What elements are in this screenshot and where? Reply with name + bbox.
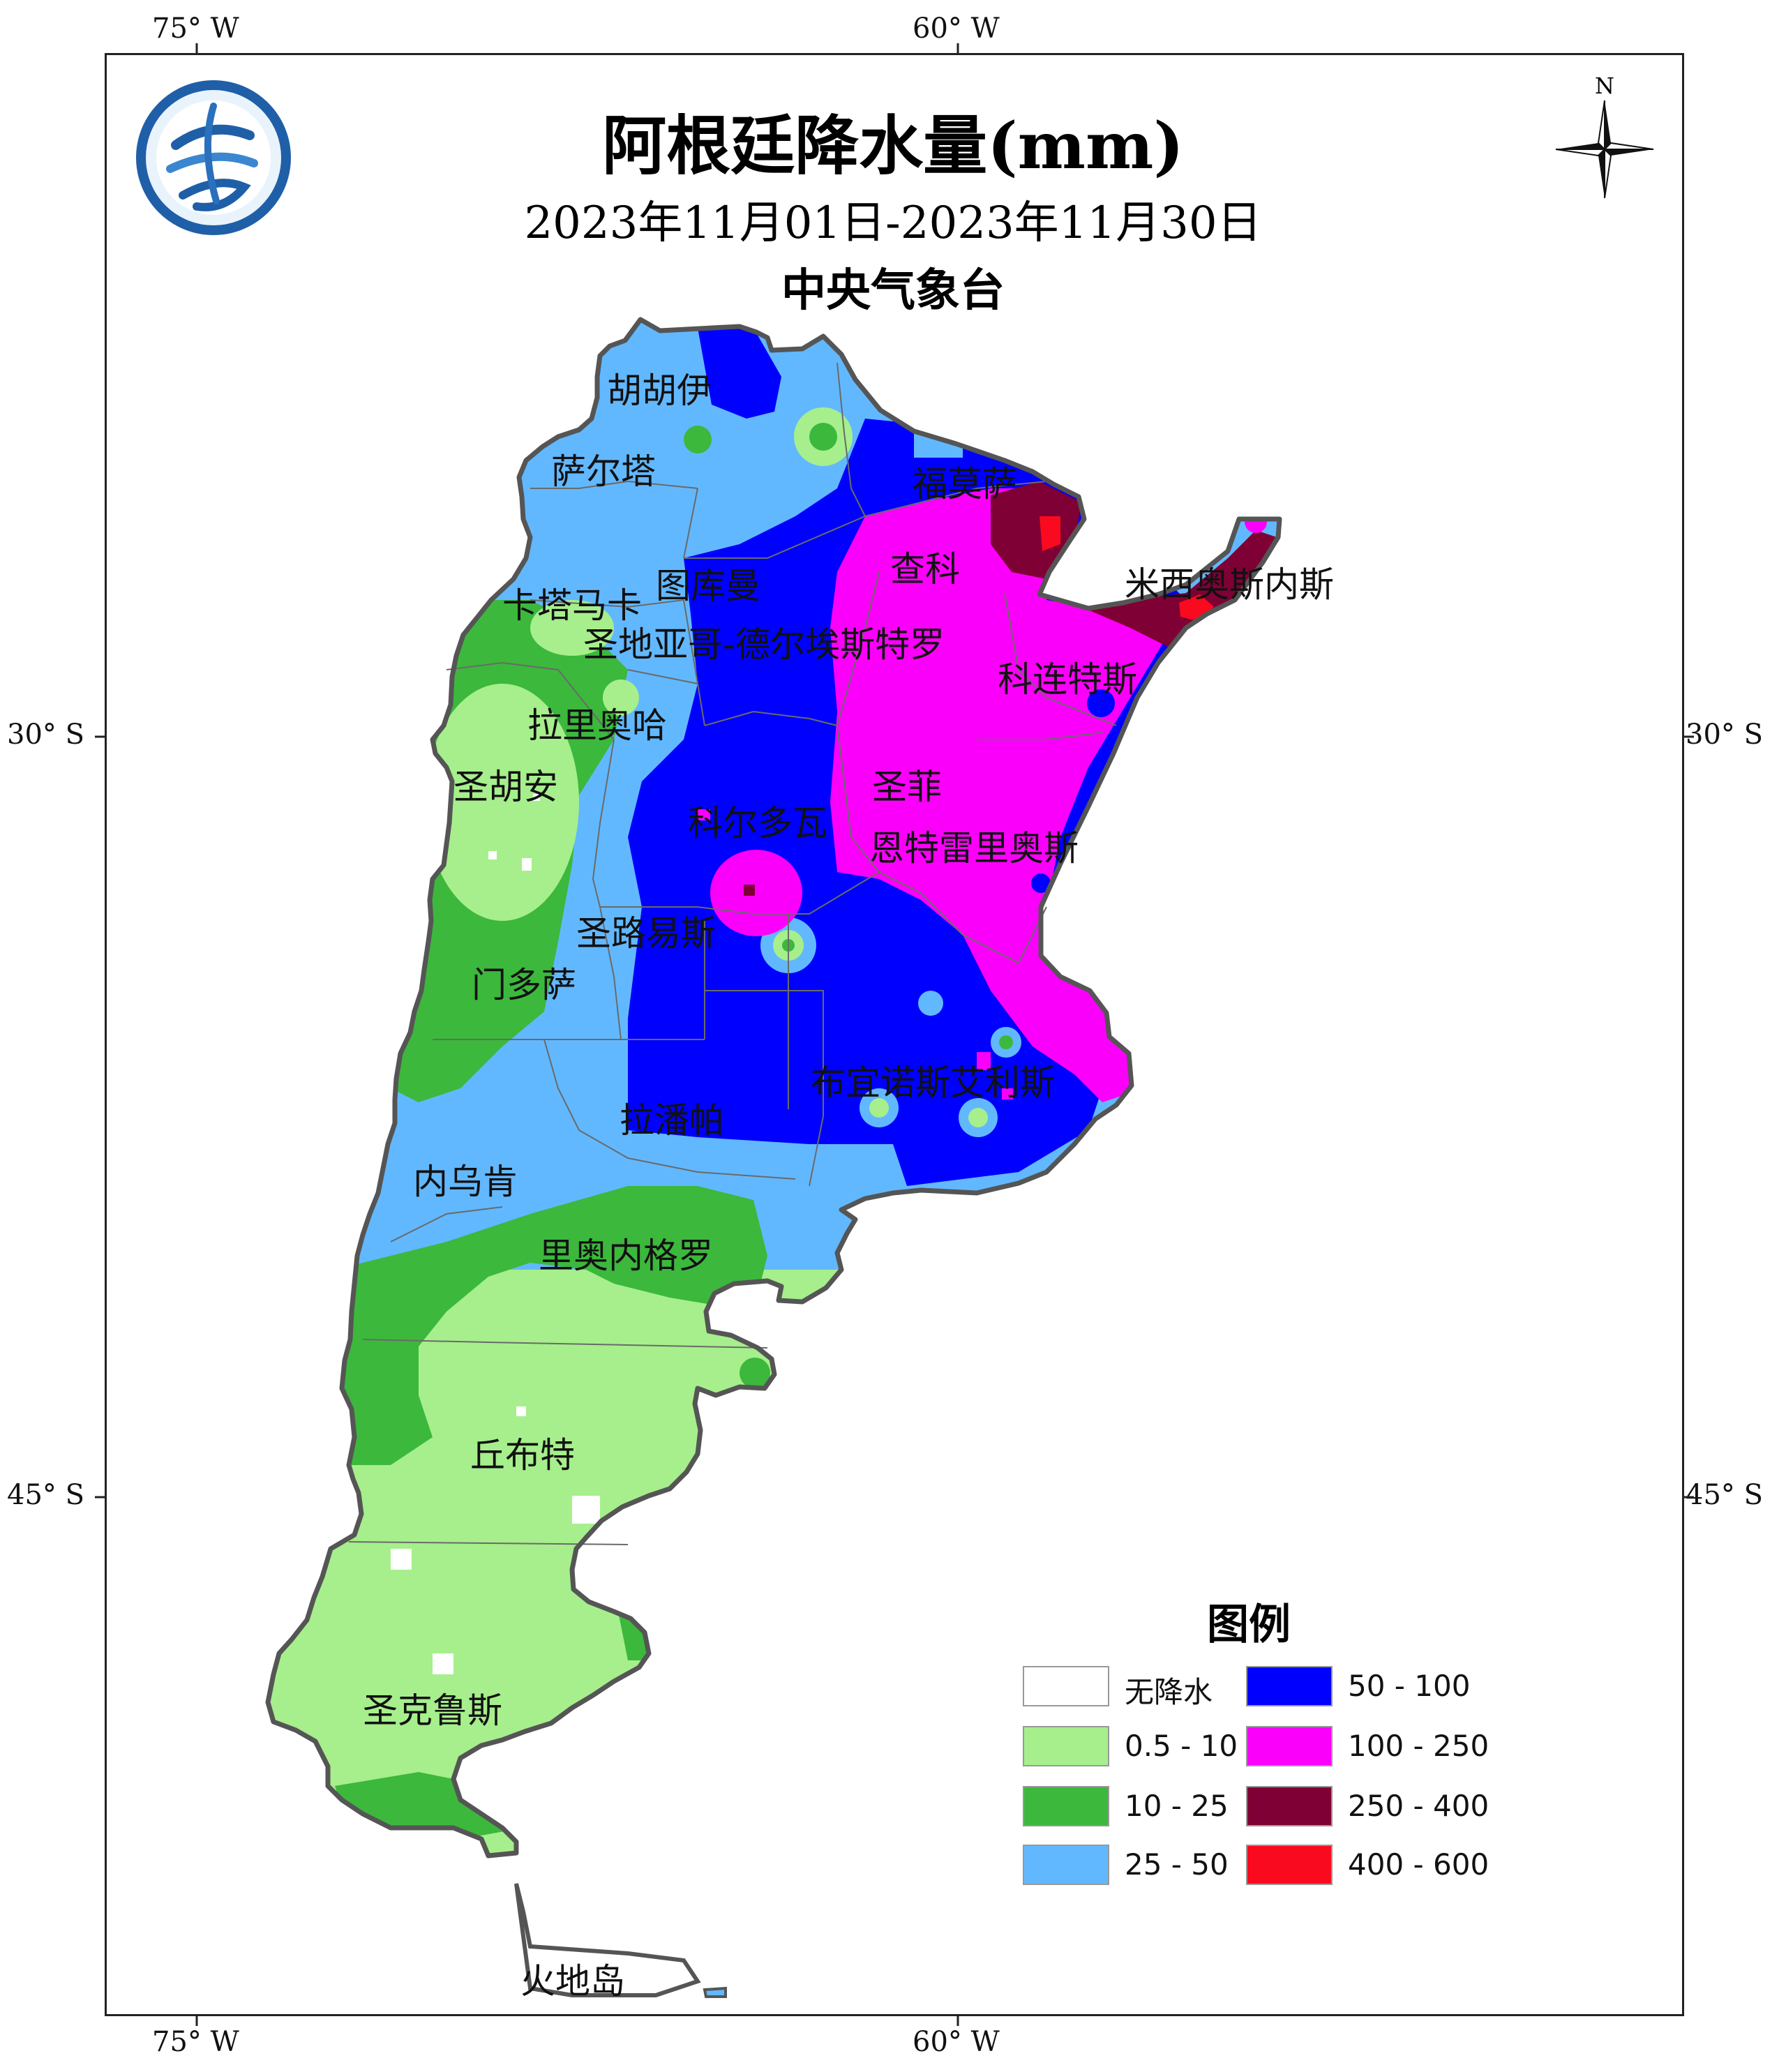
legend-label: 250 - 400 <box>1348 1789 1489 1823</box>
province-label: 圣地亚哥-德尔埃斯特罗 <box>583 624 945 665</box>
province-label: 恩特雷里奥斯 <box>869 828 1079 869</box>
province-label: 福莫萨 <box>913 464 1017 504</box>
legend-title: 图例 <box>1207 1600 1291 1649</box>
legend-label: 400 - 600 <box>1348 1847 1489 1882</box>
left-lat-label-45s: 45° S <box>7 1479 85 1511</box>
legend-swatch-no-rain <box>1023 1666 1109 1706</box>
province-label: 圣菲 <box>872 767 942 807</box>
legend-swatch-10-25 <box>1023 1786 1109 1826</box>
province-label: 科尔多瓦 <box>688 803 827 843</box>
agency-name: 中央气象台 <box>781 265 1005 317</box>
top-lon-label-60w: 60° W <box>913 13 1000 45</box>
cma-logo-icon <box>136 80 291 235</box>
province-label: 内乌肯 <box>413 1162 518 1202</box>
province-label: 布宜诺斯艾利斯 <box>811 1063 1055 1103</box>
province-label: 圣路易斯 <box>576 913 716 954</box>
province-label: 圣胡安 <box>453 767 558 807</box>
bottom-lon-label-60w: 60° W <box>913 2026 1000 2058</box>
north-arrow-icon <box>1555 100 1654 199</box>
legend-label: 10 - 25 <box>1125 1789 1229 1823</box>
province-label: 门多萨 <box>472 965 576 1005</box>
province-label: 科连特斯 <box>998 659 1137 700</box>
legend-label: 100 - 250 <box>1348 1729 1489 1763</box>
date-range: 2023年11月01日-2023年11月30日 <box>524 197 1262 249</box>
province-label: 胡胡伊 <box>607 370 712 411</box>
legend-label: 无降水 <box>1125 1675 1213 1709</box>
province-label: 丘布特 <box>470 1435 575 1476</box>
province-label: 米西奥斯内斯 <box>1125 564 1334 605</box>
top-lon-label-75w: 75° W <box>152 13 239 45</box>
map-title: 阿根廷降水量(mm) <box>602 108 1184 183</box>
province-label: 图库曼 <box>656 566 760 606</box>
north-label: N <box>1595 73 1614 99</box>
right-lat-label-30s: 30° S <box>1686 719 1764 751</box>
left-lat-label-30s: 30° S <box>7 719 85 751</box>
province-label: 圣克鲁斯 <box>363 1690 502 1731</box>
legend-label: 25 - 50 <box>1125 1847 1229 1882</box>
province-label: 查科 <box>890 549 960 590</box>
province-label: 萨尔塔 <box>551 451 656 492</box>
bottom-lon-label-75w: 75° W <box>152 2026 239 2058</box>
legend-swatch-250-400 <box>1246 1786 1333 1826</box>
legend-swatch-100-250 <box>1246 1726 1333 1766</box>
province-label: 卡塔马卡 <box>502 585 642 626</box>
map-frame <box>105 53 1684 2016</box>
legend-swatch-25-50 <box>1023 1845 1109 1885</box>
right-lat-label-45s: 45° S <box>1686 1479 1764 1511</box>
province-label: 里奥内格罗 <box>539 1236 713 1276</box>
province-label: 火地岛 <box>520 1961 625 2002</box>
legend-label: 0.5 - 10 <box>1125 1729 1238 1763</box>
legend-label: 50 - 100 <box>1348 1669 1471 1703</box>
province-label: 拉潘帕 <box>620 1100 724 1141</box>
province-label: 拉里奥哈 <box>527 705 667 746</box>
legend-swatch-0.5-10 <box>1023 1726 1109 1766</box>
legend-swatch-400-600 <box>1246 1845 1333 1885</box>
legend-swatch-50-100 <box>1246 1666 1333 1706</box>
